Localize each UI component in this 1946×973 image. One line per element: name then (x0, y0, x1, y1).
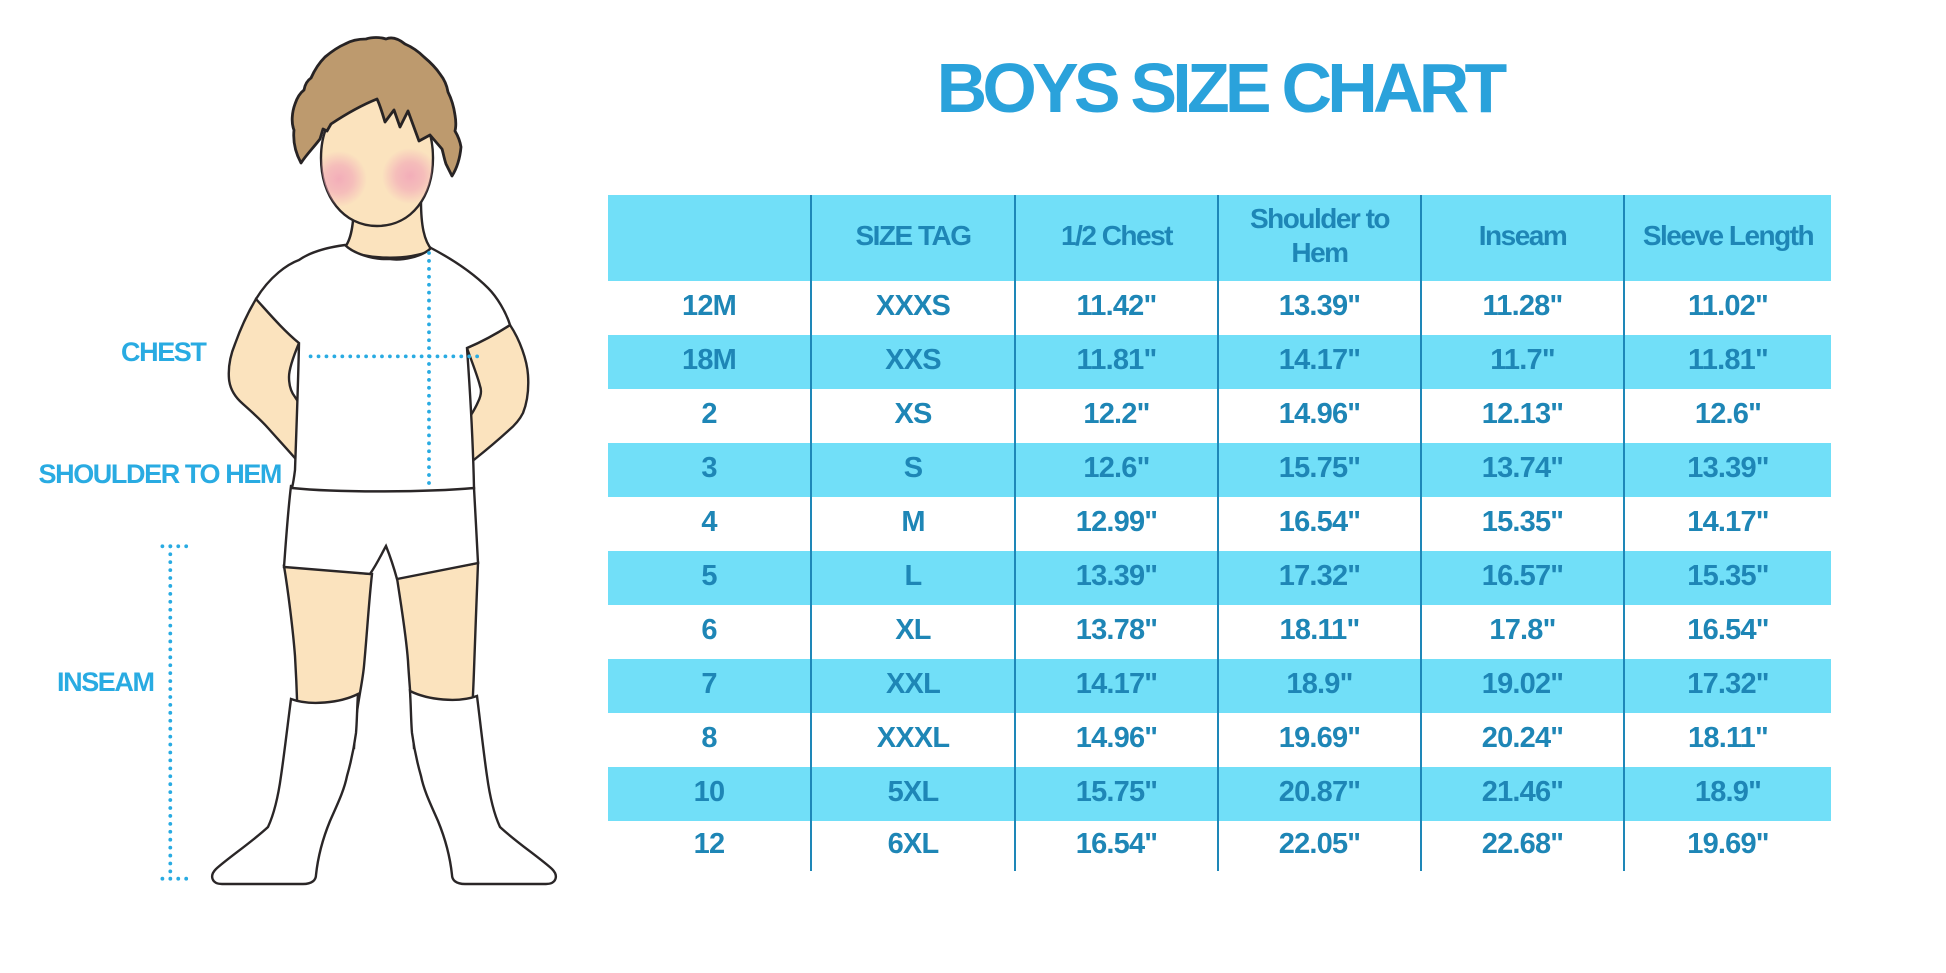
svg-text:SHOULDER TO HEM: SHOULDER TO HEM (39, 459, 282, 489)
svg-text:CHEST: CHEST (121, 337, 207, 367)
svg-text:INSEAM: INSEAM (57, 667, 154, 697)
